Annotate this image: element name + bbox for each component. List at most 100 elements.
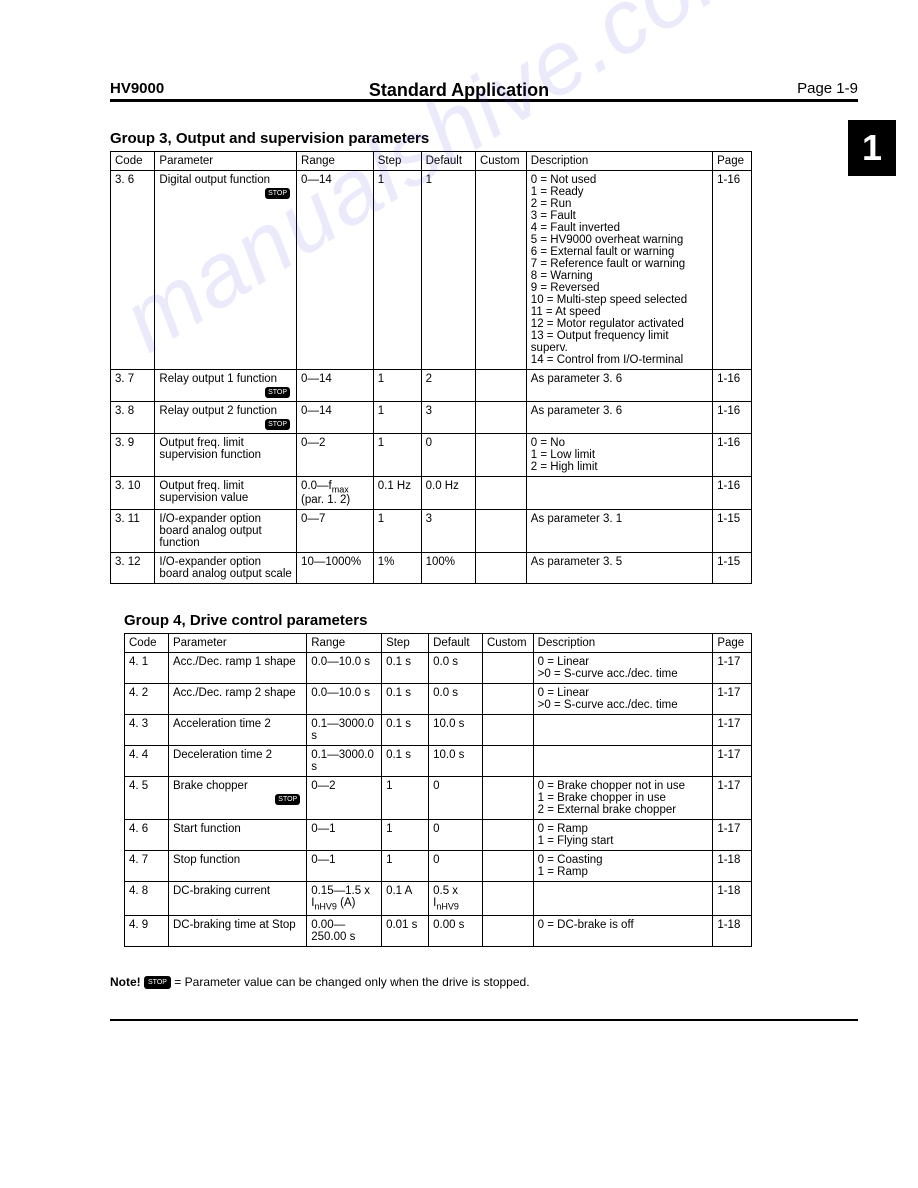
table-cell: 0 = Linear >0 = S-curve acc./dec. time: [533, 684, 713, 715]
table-cell: [482, 684, 533, 715]
table-row: 4. 6Start function0—1100 = Ramp 1 = Flyi…: [125, 820, 752, 851]
table-cell: 0.0 s: [429, 653, 483, 684]
table-column-header: Step: [373, 152, 421, 171]
table-cell: 4. 3: [125, 715, 169, 746]
table-cell: 1-16: [713, 434, 752, 477]
table-cell: 1-16: [713, 477, 752, 510]
table-cell: 4. 8: [125, 882, 169, 915]
table-cell: 0.1 A: [382, 882, 429, 915]
table-column-header: Default: [429, 634, 483, 653]
table-cell: [475, 370, 526, 402]
table-cell: 1-17: [713, 653, 752, 684]
table-cell: 0—14: [297, 370, 374, 402]
table-cell: As parameter 3. 6: [526, 402, 712, 434]
table-cell: 3. 12: [111, 553, 155, 584]
table-cell: Brake chopperSTOP: [168, 777, 306, 820]
table-row: 3. 11I/O-expander option board analog ou…: [111, 510, 752, 553]
stop-icon: STOP: [275, 794, 300, 805]
table-cell: 3. 9: [111, 434, 155, 477]
page-header: HV9000 Standard Application Page 1-9: [110, 80, 858, 102]
note-text: = Parameter value can be changed only wh…: [174, 975, 529, 989]
table-cell: 1-16: [713, 370, 752, 402]
footer-rule: [110, 1019, 858, 1021]
stop-icon: STOP: [265, 387, 290, 398]
table-cell: 1-17: [713, 777, 752, 820]
stop-icon: STOP: [265, 419, 290, 430]
table-cell: Stop function: [168, 851, 306, 882]
table-cell: 3. 8: [111, 402, 155, 434]
table-column-header: Description: [533, 634, 713, 653]
table-cell: 100%: [421, 553, 475, 584]
table-cell: 1-16: [713, 171, 752, 370]
table-cell: 1-17: [713, 746, 752, 777]
table-cell: [533, 746, 713, 777]
table-cell: 2: [421, 370, 475, 402]
table-cell: As parameter 3. 5: [526, 553, 712, 584]
table-header-row: CodeParameterRangeStepDefaultCustomDescr…: [125, 634, 752, 653]
group3-section: Group 3, Output and supervision paramete…: [110, 130, 858, 584]
table-cell: 0.0 Hz: [421, 477, 475, 510]
header-model: HV9000: [110, 80, 164, 97]
table-cell: Deceleration time 2: [168, 746, 306, 777]
table-cell: 1-18: [713, 915, 752, 946]
table-cell: 1-17: [713, 715, 752, 746]
table-row: 3. 12I/O-expander option board analog ou…: [111, 553, 752, 584]
table-row: 4. 1Acc./Dec. ramp 1 shape0.0—10.0 s0.1 …: [125, 653, 752, 684]
table-row: 4. 5Brake chopperSTOP0—2100 = Brake chop…: [125, 777, 752, 820]
table-cell: 0 = Brake chopper not in use 1 = Brake c…: [533, 777, 713, 820]
table-cell: 1: [382, 820, 429, 851]
table-cell: 4. 7: [125, 851, 169, 882]
note-line: Note! STOP = Parameter value can be chan…: [110, 975, 858, 989]
table-column-header: Parameter: [155, 152, 297, 171]
table-cell: 4. 2: [125, 684, 169, 715]
table-row: 4. 2Acc./Dec. ramp 2 shape0.0—10.0 s0.1 …: [125, 684, 752, 715]
table-cell: Acceleration time 2: [168, 715, 306, 746]
table-cell: 0.0—10.0 s: [307, 684, 382, 715]
table-cell: 1-17: [713, 684, 752, 715]
table-cell: 3: [421, 402, 475, 434]
table-cell: [533, 715, 713, 746]
table-cell: [475, 477, 526, 510]
table-cell: I/O-expander option board analog output …: [155, 510, 297, 553]
table-cell: 1%: [373, 553, 421, 584]
table-column-header: Step: [382, 634, 429, 653]
table-cell: [475, 171, 526, 370]
table-cell: As parameter 3. 6: [526, 370, 712, 402]
table-cell: 0.0—10.0 s: [307, 653, 382, 684]
table-cell: 0.01 s: [382, 915, 429, 946]
table-cell: 3. 7: [111, 370, 155, 402]
table-row: 3. 10Output freq. limit supervision valu…: [111, 477, 752, 510]
table-cell: 3. 6: [111, 171, 155, 370]
table-cell: [482, 715, 533, 746]
table-cell: 1-15: [713, 510, 752, 553]
table-cell: [482, 882, 533, 915]
table-cell: 10.0 s: [429, 746, 483, 777]
table-cell: 0.1 s: [382, 746, 429, 777]
table-cell: [482, 820, 533, 851]
table-column-header: Default: [421, 152, 475, 171]
table-cell: 4. 1: [125, 653, 169, 684]
table-cell: [475, 553, 526, 584]
table-row: 4. 4Deceleration time 20.1—3000.0 s0.1 s…: [125, 746, 752, 777]
table-cell: 0—14: [297, 171, 374, 370]
table-cell: 0.1 Hz: [373, 477, 421, 510]
table-cell: 0—2: [297, 434, 374, 477]
table-cell: 3. 10: [111, 477, 155, 510]
table-cell: 0.0 s: [429, 684, 483, 715]
header-page: Page 1-9: [797, 80, 858, 97]
table-cell: 0 = Ramp 1 = Flying start: [533, 820, 713, 851]
table-row: 4. 9DC-braking time at Stop0.00—250.00 s…: [125, 915, 752, 946]
table-cell: 1: [421, 171, 475, 370]
table-column-header: Range: [307, 634, 382, 653]
table-cell: 4. 5: [125, 777, 169, 820]
table-cell: 1-18: [713, 851, 752, 882]
table-cell: 0 = No 1 = Low limit 2 = High limit: [526, 434, 712, 477]
table-cell: 0: [421, 434, 475, 477]
table-cell: 1: [373, 434, 421, 477]
table-cell: 1-15: [713, 553, 752, 584]
table-column-header: Code: [111, 152, 155, 171]
group3-title: Group 3, Output and supervision paramete…: [110, 130, 858, 147]
table-cell: DC-braking current: [168, 882, 306, 915]
table-column-header: Page: [713, 152, 752, 171]
table-cell: 0 = Not used 1 = Ready 2 = Run 3 = Fault…: [526, 171, 712, 370]
